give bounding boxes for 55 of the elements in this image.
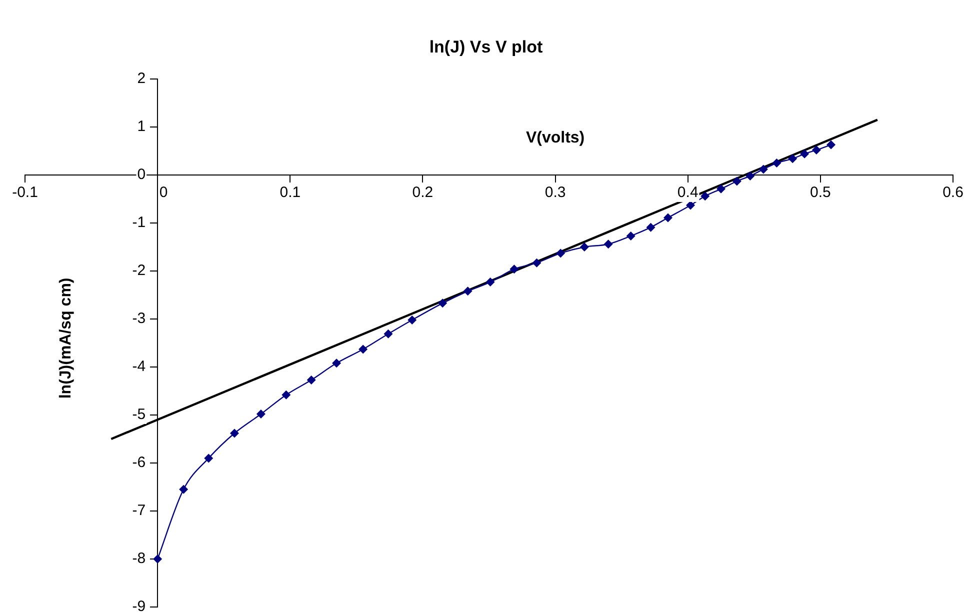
point (408, 315, 417, 324)
x-tick-label: 0.4 (677, 184, 698, 202)
x-tick-label: -0.1 (12, 184, 38, 202)
point (556, 248, 566, 258)
point (230, 428, 239, 438)
point (332, 358, 342, 368)
point (179, 484, 188, 494)
point (256, 410, 266, 419)
chart-title: ln(J) Vs V plot (429, 38, 544, 57)
y-tick-label: -2 (132, 262, 146, 280)
point (153, 554, 162, 564)
point (732, 176, 742, 186)
point (788, 154, 798, 164)
y-tick-label: -3 (132, 310, 146, 328)
point (812, 146, 821, 155)
point (700, 192, 710, 201)
point (800, 149, 810, 158)
y-axis-title: ln(J)(mA/sq cm) (57, 278, 74, 399)
point (384, 329, 393, 338)
y-tick-label: -1 (132, 214, 146, 232)
x-tick-label: 0.6 (942, 184, 964, 202)
point (510, 264, 519, 274)
point (306, 375, 316, 384)
point (626, 231, 636, 240)
y-tick-label: -4 (132, 358, 146, 376)
point (580, 242, 589, 252)
y-tick-label: -5 (132, 406, 146, 424)
point (204, 454, 214, 463)
y-tick-label: 1 (137, 118, 146, 136)
point (826, 140, 836, 150)
point (716, 184, 726, 194)
point (463, 286, 472, 296)
x-axis-title: V(volts) (526, 129, 585, 146)
point (646, 222, 656, 232)
point (438, 298, 448, 308)
x-tick-label: 0.2 (412, 184, 434, 202)
point (282, 390, 291, 400)
x-tick-label: 0.5 (810, 184, 831, 202)
y-tick-label: -8 (132, 550, 146, 568)
y-tick-label: -7 (132, 502, 146, 520)
point (604, 240, 613, 249)
y-tick-label: 0 (137, 166, 146, 184)
point (358, 344, 368, 354)
point (746, 171, 755, 180)
y-tick-label: -9 (132, 598, 146, 614)
point (532, 258, 542, 268)
point (663, 213, 672, 222)
x-tick-label: 0.3 (544, 184, 566, 202)
point (758, 164, 768, 174)
x-tick-label: 0.1 (280, 184, 301, 202)
x-tick-label: 0 (159, 184, 168, 202)
y-tick-label: 2 (137, 70, 146, 88)
y-tick-label: -6 (132, 454, 146, 472)
point (772, 158, 782, 168)
point (486, 278, 495, 287)
